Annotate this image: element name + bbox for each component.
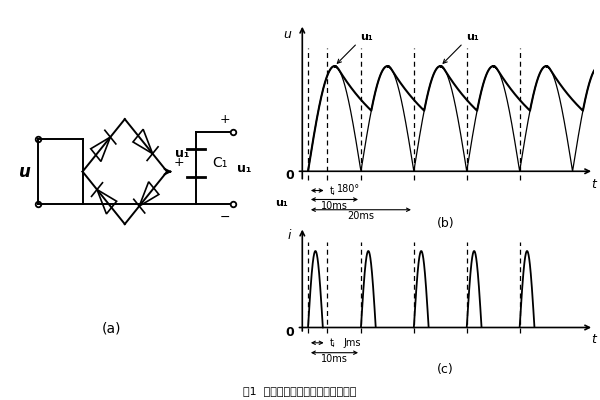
Text: i: i — [287, 229, 291, 242]
Text: t: t — [591, 178, 596, 191]
Text: u₁: u₁ — [466, 32, 479, 42]
Text: u₁: u₁ — [175, 147, 190, 160]
Text: −: − — [220, 211, 230, 224]
Text: Jms: Jms — [344, 338, 361, 348]
Text: C₁: C₁ — [212, 156, 227, 170]
Text: 180°: 180° — [337, 184, 361, 194]
Text: 10ms: 10ms — [321, 201, 348, 211]
Text: 20ms: 20ms — [347, 211, 374, 221]
Text: u: u — [19, 162, 31, 180]
Text: 0: 0 — [285, 326, 294, 339]
Text: u₁: u₁ — [275, 198, 288, 208]
Text: (c): (c) — [437, 364, 454, 376]
Text: (a): (a) — [102, 322, 121, 336]
Text: +: + — [220, 113, 230, 126]
Text: 0: 0 — [285, 169, 294, 182]
Text: tⱼ: tⱼ — [329, 338, 335, 348]
Text: u₁: u₁ — [360, 32, 373, 42]
Text: (b): (b) — [436, 218, 454, 230]
Text: u₁: u₁ — [237, 162, 251, 175]
Text: u: u — [283, 28, 291, 41]
Text: +: + — [173, 156, 184, 169]
Text: tⱼ: tⱼ — [329, 186, 335, 196]
Text: 10ms: 10ms — [321, 354, 348, 364]
Text: t: t — [591, 333, 596, 346]
Text: 图1  整流滤波电压及整流电流的波形: 图1 整流滤波电压及整流电流的波形 — [244, 386, 356, 396]
